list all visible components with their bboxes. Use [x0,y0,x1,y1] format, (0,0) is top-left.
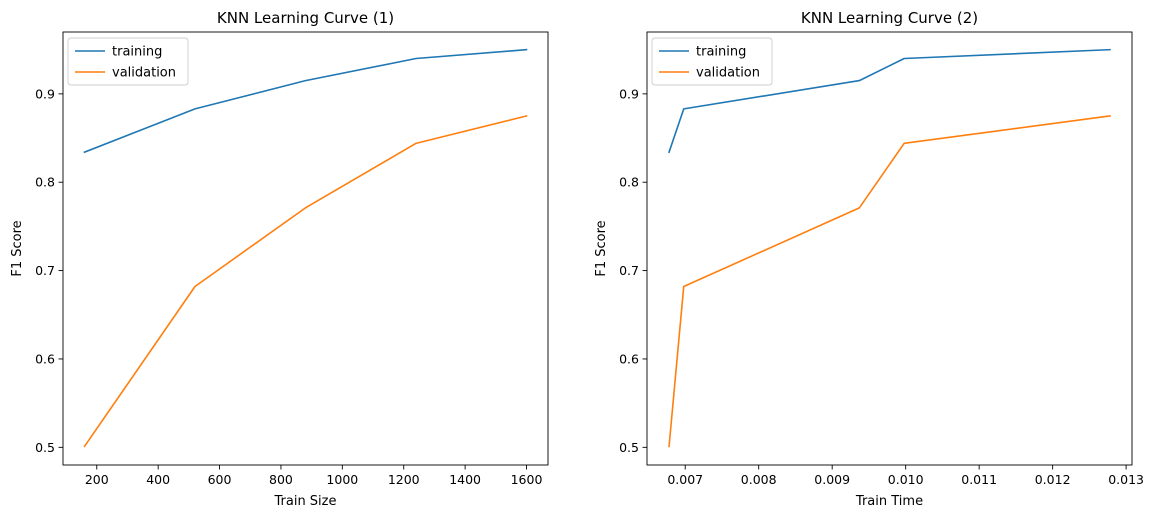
legend-box [651,37,773,86]
plot-frame [62,31,549,466]
x-tick-label: 0.011 [961,472,997,487]
x-tick-label: 0.009 [814,472,850,487]
subplot-left: KNN Learning Curve (1) 200 400 600 800 1000 1… [10,9,549,509]
x-tick-label: 0.007 [667,472,703,487]
series-layer [83,48,528,448]
series-line-validation [668,115,1111,448]
y-tick-label: 0.5 [35,440,55,455]
legend-box [67,37,189,86]
legend-label-training: training [112,45,162,60]
x-tick-label: 0.008 [741,472,777,487]
series-line-validation [83,114,528,448]
x-ticks: 200 400 600 800 1000 1200 1400 1600 [85,465,543,487]
y-axis-label: F1 Score [10,220,25,276]
x-tick-label: 0.010 [888,472,924,487]
chart-title: KNN Learning Curve (1) [217,9,394,27]
y-tick-label: 0.6 [35,351,55,366]
y-tick-label: 0.7 [35,263,55,278]
subplot-right: KNN Learning Curve (2) 0.007 0.008 0.009 0.… [594,9,1144,509]
y-tick-label: 0.7 [619,263,639,278]
plot-frame [646,31,1133,466]
y-tick-label: 0.9 [35,86,55,101]
x-axis-label: Train Size [273,494,336,509]
x-tick-label: 200 [85,472,109,487]
x-tick-label: 800 [269,472,293,487]
chart-title: KNN Learning Curve (2) [801,9,978,27]
x-tick-label: 400 [146,472,170,487]
legend-label-validation: validation [112,66,176,81]
series-layer [668,48,1111,448]
y-ticks: 0.5 0.6 0.7 0.8 0.9 [35,86,63,455]
y-tick-label: 0.8 [619,175,639,190]
y-tick-label: 0.8 [35,175,55,190]
x-tick-label: 1200 [388,472,420,487]
legend-label-training: training [696,45,746,60]
x-ticks: 0.007 0.008 0.009 0.010 0.011 0.012 0.013 [667,465,1144,487]
legend: training validation [651,37,773,86]
x-tick-label: 0.013 [1108,472,1144,487]
y-axis-label: F1 Score [594,220,609,276]
legend-label-validation: validation [696,66,760,81]
x-tick-label: 1600 [511,472,543,487]
x-axis-label: Train Time [855,494,923,509]
y-tick-label: 0.9 [619,86,639,101]
x-tick-label: 0.012 [1035,472,1071,487]
y-ticks: 0.5 0.6 0.7 0.8 0.9 [619,86,647,455]
y-tick-label: 0.6 [619,351,639,366]
y-tick-label: 0.5 [619,440,639,455]
series-line-training [668,48,1111,154]
x-tick-label: 1400 [449,472,481,487]
legend: training validation [67,37,189,86]
x-tick-label: 600 [208,472,232,487]
x-tick-label: 1000 [326,472,358,487]
series-line-training [83,48,528,154]
